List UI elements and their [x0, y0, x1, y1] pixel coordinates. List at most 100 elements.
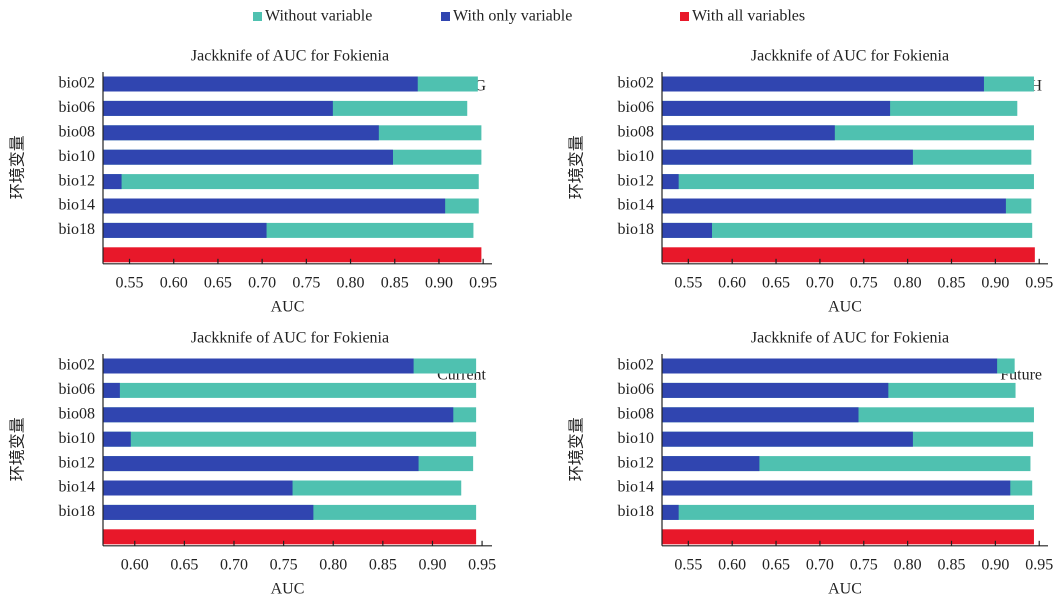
bar	[103, 358, 414, 374]
bar	[662, 407, 859, 423]
legend-label: Without variable	[265, 8, 372, 25]
y-tick-label: bio02	[59, 357, 95, 374]
bar	[103, 504, 314, 520]
x-tick-label: 0.70	[806, 556, 834, 573]
x-axis-label: AUC	[828, 298, 862, 315]
bar	[662, 431, 913, 447]
x-tick-label: 0.95	[469, 274, 497, 291]
bar	[662, 222, 1033, 238]
x-tick-label: 0.55	[116, 274, 144, 291]
bar	[662, 382, 889, 398]
y-tick-label: bio02	[59, 75, 95, 92]
x-tick-label: 0.80	[337, 274, 365, 291]
legend-label: With only variable	[453, 8, 572, 25]
bar	[662, 247, 1035, 263]
bar	[662, 76, 984, 92]
x-tick-label: 0.95	[1025, 274, 1053, 291]
x-tick-label: 0.70	[248, 274, 276, 291]
y-tick-label: bio06	[618, 381, 654, 398]
bar	[103, 198, 446, 214]
y-tick-label: bio10	[59, 148, 95, 165]
bar	[103, 431, 477, 447]
bar	[103, 382, 120, 398]
y-tick-label: bio02	[618, 357, 654, 374]
legend-swatch	[441, 12, 450, 21]
bar	[662, 358, 998, 374]
bar	[662, 504, 1034, 520]
bar	[662, 174, 679, 190]
chart-title: Jackknife of AUC for Fokienia	[751, 48, 949, 65]
y-tick-label: bio02	[618, 75, 654, 92]
x-tick-label: 0.75	[850, 556, 878, 573]
y-tick-label: bio14	[618, 197, 654, 214]
x-tick-label: 0.65	[170, 556, 198, 573]
x-tick-label: 0.75	[270, 556, 298, 573]
bar	[103, 529, 477, 545]
x-tick-label: 0.60	[160, 274, 188, 291]
x-tick-label: 0.70	[220, 556, 248, 573]
bar	[103, 100, 333, 116]
x-tick-label: 0.65	[762, 274, 790, 291]
y-tick-label: bio08	[59, 405, 95, 422]
bar	[103, 480, 293, 496]
bar	[662, 198, 1006, 214]
x-tick-label: 0.65	[204, 274, 232, 291]
x-axis-label: AUC	[828, 580, 862, 597]
x-tick-label: 0.85	[369, 556, 397, 573]
x-tick-label: 0.80	[319, 556, 347, 573]
bar	[662, 149, 913, 165]
y-tick-label: bio12	[59, 172, 95, 189]
y-tick-label: bio14	[59, 197, 95, 214]
x-tick-label: 0.95	[468, 556, 496, 573]
bar	[103, 76, 418, 92]
bar	[103, 431, 131, 447]
chart-title: Jackknife of AUC for Fokienia	[751, 330, 949, 347]
y-axis-label: 环境变量	[8, 417, 27, 481]
x-tick-label: 0.95	[1025, 556, 1053, 573]
chart-title: Jackknife of AUC for Fokienia	[191, 330, 389, 347]
bar	[662, 100, 891, 116]
y-tick-label: bio18	[618, 221, 654, 238]
x-tick-label: 0.90	[981, 556, 1009, 573]
x-tick-label: 0.75	[292, 274, 320, 291]
bar	[662, 456, 760, 472]
y-tick-label: bio12	[618, 454, 654, 471]
y-tick-label: bio08	[618, 123, 654, 140]
y-tick-label: bio18	[59, 221, 95, 238]
y-tick-label: bio14	[59, 479, 95, 496]
x-tick-label: 0.55	[674, 274, 702, 291]
x-tick-label: 0.90	[418, 556, 446, 573]
y-tick-label: bio08	[618, 405, 654, 422]
x-tick-label: 0.60	[121, 556, 149, 573]
legend-label: With all variables	[692, 8, 805, 25]
x-tick-label: 0.60	[718, 274, 746, 291]
y-tick-label: bio12	[618, 172, 654, 189]
y-tick-label: bio06	[59, 381, 95, 398]
x-tick-label: 0.85	[938, 274, 966, 291]
y-axis-label: 环境变量	[8, 135, 27, 199]
x-tick-label: 0.60	[718, 556, 746, 573]
y-tick-label: bio18	[618, 503, 654, 520]
x-tick-label: 0.85	[938, 556, 966, 573]
y-tick-label: bio06	[618, 99, 654, 116]
bar	[103, 149, 393, 165]
y-tick-label: bio10	[618, 148, 654, 165]
x-tick-label: 0.55	[674, 556, 702, 573]
x-tick-label: 0.80	[894, 274, 922, 291]
y-tick-label: bio14	[618, 479, 654, 496]
y-tick-label: bio12	[59, 454, 95, 471]
x-tick-label: 0.80	[894, 556, 922, 573]
x-tick-label: 0.75	[850, 274, 878, 291]
y-tick-label: bio18	[59, 503, 95, 520]
y-axis-label: 环境变量	[567, 417, 586, 481]
bar	[662, 125, 835, 141]
x-tick-label: 0.85	[381, 274, 409, 291]
y-tick-label: bio08	[59, 123, 95, 140]
bar	[103, 174, 122, 190]
bar	[103, 174, 479, 190]
bar	[103, 222, 267, 238]
bar	[103, 247, 482, 263]
y-axis-label: 环境变量	[567, 135, 586, 199]
